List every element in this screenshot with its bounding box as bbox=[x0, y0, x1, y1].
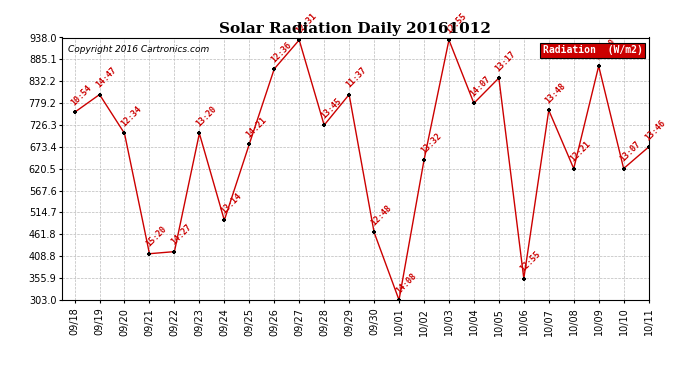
Point bbox=[169, 249, 180, 255]
Point bbox=[568, 165, 579, 171]
Point bbox=[119, 130, 130, 136]
Text: 14:47: 14:47 bbox=[95, 66, 119, 90]
Point bbox=[393, 297, 404, 303]
Text: Radiation  (W/m2): Radiation (W/m2) bbox=[543, 45, 642, 56]
Text: 14:27: 14:27 bbox=[169, 223, 193, 247]
Title: Solar Radiation Daily 20161012: Solar Radiation Daily 20161012 bbox=[219, 22, 491, 36]
Text: 12:20: 12:20 bbox=[593, 37, 618, 61]
Point bbox=[344, 92, 355, 98]
Text: 12:55: 12:55 bbox=[444, 11, 468, 35]
Text: 13:46: 13:46 bbox=[644, 118, 667, 142]
Point bbox=[643, 144, 654, 150]
Point bbox=[219, 217, 230, 223]
Text: 13:14: 13:14 bbox=[219, 191, 244, 215]
Point bbox=[543, 107, 554, 113]
Point bbox=[444, 37, 455, 43]
Text: 12:36: 12:36 bbox=[269, 40, 293, 64]
Text: 12:34: 12:34 bbox=[119, 104, 144, 129]
Text: 11:37: 11:37 bbox=[344, 66, 368, 90]
Point bbox=[268, 66, 279, 72]
Text: 12:21: 12:21 bbox=[569, 140, 593, 164]
Text: 15:20: 15:20 bbox=[144, 225, 168, 249]
Point bbox=[69, 110, 80, 116]
Point bbox=[593, 63, 604, 69]
Text: 14:08: 14:08 bbox=[394, 271, 418, 295]
Text: 13:45: 13:45 bbox=[319, 96, 343, 120]
Point bbox=[418, 157, 429, 163]
Text: Copyright 2016 Cartronics.com: Copyright 2016 Cartronics.com bbox=[68, 45, 209, 54]
Text: 13:48: 13:48 bbox=[544, 81, 568, 105]
Text: 13:17: 13:17 bbox=[494, 49, 518, 73]
Point bbox=[518, 276, 529, 282]
Point bbox=[94, 92, 105, 98]
Point bbox=[368, 229, 380, 235]
Point bbox=[244, 141, 255, 147]
Point bbox=[144, 251, 155, 257]
Point bbox=[319, 122, 330, 128]
Text: 13:32: 13:32 bbox=[419, 131, 443, 155]
Text: 12:48: 12:48 bbox=[369, 203, 393, 227]
Point bbox=[194, 130, 205, 136]
Text: 14:07: 14:07 bbox=[469, 74, 493, 98]
Text: 12:55: 12:55 bbox=[519, 249, 543, 273]
Point bbox=[294, 37, 305, 43]
Text: 13:07: 13:07 bbox=[618, 140, 642, 164]
Text: 13:20: 13:20 bbox=[195, 104, 218, 129]
Text: 12:31: 12:31 bbox=[294, 11, 318, 35]
Text: 14:21: 14:21 bbox=[244, 115, 268, 139]
Point bbox=[493, 75, 504, 81]
Text: 10:54: 10:54 bbox=[70, 83, 94, 107]
Point bbox=[618, 165, 629, 171]
Point bbox=[469, 100, 480, 106]
